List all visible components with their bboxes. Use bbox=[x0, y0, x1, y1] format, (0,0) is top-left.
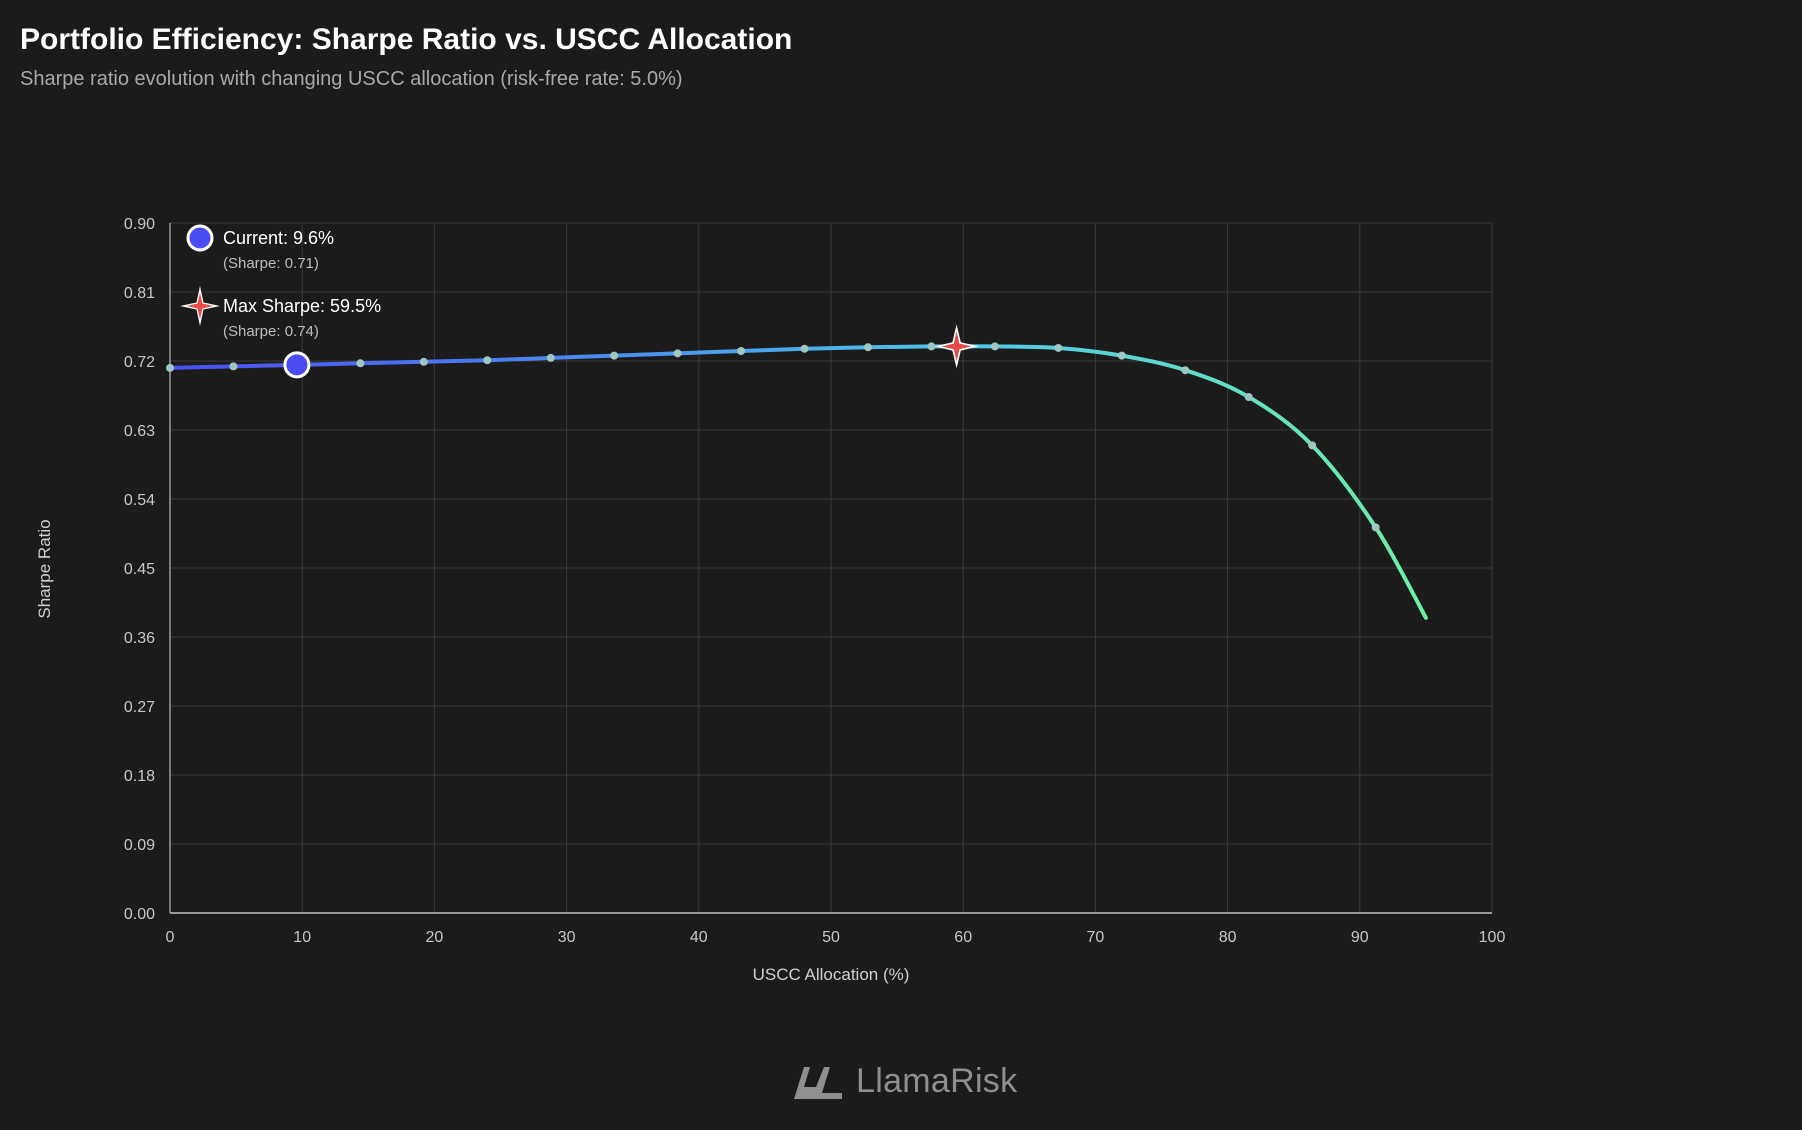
y-tick-label: 0.09 bbox=[124, 837, 155, 854]
data-point bbox=[229, 362, 238, 371]
x-axis-ticks: 0 10 20 30 40 50 60 70 80 90 100 bbox=[166, 929, 1506, 946]
x-tick-label: 60 bbox=[954, 929, 972, 946]
y-tick-label: 0.45 bbox=[124, 561, 155, 578]
x-tick-label: 90 bbox=[1351, 929, 1369, 946]
legend-label: Current: 9.6% bbox=[223, 228, 334, 248]
data-point bbox=[1244, 393, 1253, 402]
y-axis-label: Sharpe Ratio bbox=[35, 519, 54, 618]
chart-subtitle: Sharpe ratio evolution with changing USC… bbox=[20, 68, 683, 90]
y-tick-label: 0.00 bbox=[124, 906, 155, 923]
data-point bbox=[800, 344, 809, 353]
legend-label: Max Sharpe: 59.5% bbox=[223, 296, 381, 316]
x-axis-label: USCC Allocation (%) bbox=[753, 965, 910, 984]
series-layer bbox=[168, 344, 1428, 620]
legend-sublabel: (Sharpe: 0.71) bbox=[223, 255, 319, 272]
y-tick-label: 0.27 bbox=[124, 699, 155, 716]
y-tick-label: 0.63 bbox=[124, 423, 155, 440]
current-allocation-marker bbox=[283, 351, 311, 379]
x-tick-label: 30 bbox=[558, 929, 576, 946]
legend-max-star-icon bbox=[187, 293, 213, 319]
llamarisk-watermark: LlamaRisk bbox=[790, 1062, 1017, 1101]
data-point bbox=[546, 353, 555, 362]
data-point bbox=[737, 347, 746, 356]
data-point bbox=[166, 363, 174, 372]
x-tick-label: 0 bbox=[166, 929, 175, 946]
grid-lines bbox=[170, 222, 1493, 913]
brand-name: LlamaRisk bbox=[856, 1062, 1018, 1100]
y-tick-label: 0.81 bbox=[124, 285, 155, 302]
legend-sublabel: (Sharpe: 0.74) bbox=[223, 323, 319, 340]
x-tick-label: 40 bbox=[690, 929, 708, 946]
legend: Current: 9.6% (Sharpe: 0.71) Max Sharpe: 5… bbox=[180, 224, 381, 340]
data-point bbox=[1371, 523, 1380, 532]
data-point bbox=[927, 342, 936, 351]
data-point bbox=[1181, 366, 1190, 375]
y-tick-label: 0.36 bbox=[124, 630, 155, 647]
x-tick-label: 80 bbox=[1219, 929, 1237, 946]
x-tick-label: 70 bbox=[1087, 929, 1105, 946]
chart-header: Portfolio Efficiency: Sharpe Ratio vs. U… bbox=[20, 20, 792, 91]
sharpe-ratio-chart: 0 10 20 30 40 50 60 70 80 90 100 0.000.090.180.270… bbox=[35, 216, 1506, 984]
y-axis-ticks: 0.00 0.09 0.18 0.27 0.36 0.45 0.54 0.63 0.72 0.81… bbox=[124, 216, 155, 923]
x-tick-label: 20 bbox=[426, 929, 444, 946]
data-point bbox=[864, 343, 873, 352]
llamarisk-logo-icon bbox=[794, 1066, 842, 1099]
chart-title: Portfolio Efficiency: Sharpe Ratio vs. U… bbox=[20, 23, 793, 56]
x-tick-label: 10 bbox=[293, 929, 311, 946]
point-markers bbox=[166, 342, 1380, 532]
sharpe-ratio-line bbox=[168, 344, 1428, 620]
legend-current-icon bbox=[186, 224, 214, 252]
data-point bbox=[990, 342, 999, 351]
data-point bbox=[356, 359, 365, 368]
y-tick-label: 0.72 bbox=[124, 354, 155, 371]
y-tick-label: 0.90 bbox=[124, 216, 155, 233]
data-point bbox=[1308, 441, 1317, 450]
data-point bbox=[1054, 343, 1063, 352]
x-tick-label: 100 bbox=[1479, 929, 1506, 946]
data-point bbox=[1117, 351, 1126, 360]
y-tick-label: 0.54 bbox=[124, 492, 155, 509]
y-tick-label: 0.18 bbox=[124, 768, 155, 785]
data-point bbox=[673, 349, 682, 358]
annotation-markers bbox=[283, 324, 979, 379]
x-tick-label: 50 bbox=[822, 929, 840, 946]
max-sharpe-star-marker bbox=[941, 331, 972, 362]
data-point bbox=[419, 357, 428, 366]
data-point bbox=[483, 356, 492, 365]
axes bbox=[169, 223, 1492, 914]
data-point bbox=[610, 351, 619, 360]
